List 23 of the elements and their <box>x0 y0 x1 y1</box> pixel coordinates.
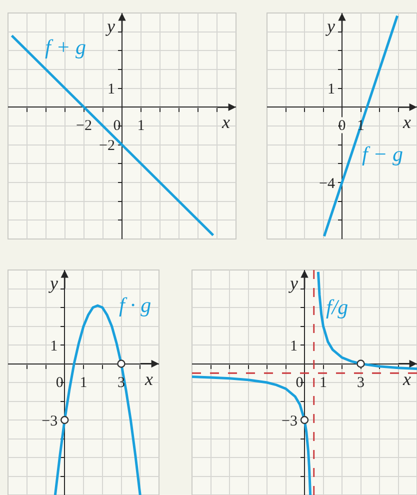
y-tick-label: −3 <box>42 413 58 430</box>
x-tick-label: 1 <box>80 374 88 391</box>
x-tick-label: 0 <box>56 374 64 391</box>
y-axis-title: y <box>48 273 58 293</box>
y-tick-label: −4 <box>319 176 336 192</box>
y-axis-title: y <box>288 273 298 293</box>
series-label: f + g <box>45 35 86 59</box>
x-axis-title: x <box>402 369 411 389</box>
series-label: f/g <box>326 295 348 319</box>
x-tick-label: 0 <box>113 118 121 134</box>
x-tick-label: −2 <box>76 118 92 134</box>
x-tick-label: 3 <box>357 374 364 391</box>
x-axis-title: x <box>402 112 411 132</box>
y-axis-title: y <box>325 16 335 36</box>
y-axis-title: y <box>105 16 115 36</box>
x-axis-title: x <box>144 369 153 389</box>
x-tick-label: 0 <box>338 118 346 134</box>
series-label: f · g <box>119 293 152 317</box>
x-tick-label: 1 <box>137 118 145 134</box>
series-label: f − g <box>362 142 404 166</box>
x-axis-title: x <box>221 112 230 132</box>
y-tick-label: −3 <box>282 413 298 430</box>
x-tick-label: 0 <box>296 374 304 391</box>
